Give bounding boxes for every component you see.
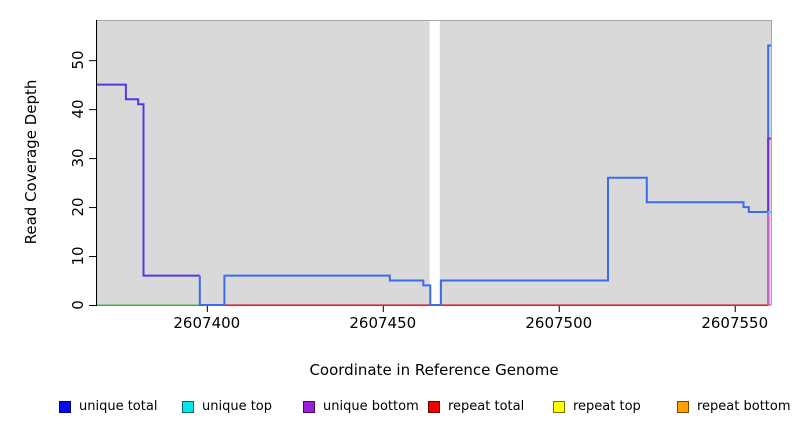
legend-item-repeat-total: repeat total — [428, 399, 524, 414]
legend-label: repeat bottom — [697, 399, 791, 414]
legend-label: unique bottom — [323, 399, 419, 414]
x-tick-label: 2607500 — [525, 314, 593, 332]
legend-item-repeat-bottom: repeat bottom — [677, 399, 791, 414]
x-tick-label: 2607400 — [173, 314, 241, 332]
legend-item-unique-bottom: unique bottom — [303, 399, 419, 414]
legend-swatch-icon — [553, 400, 565, 413]
x-tick-label: 2607450 — [349, 314, 417, 332]
legend-label: repeat top — [573, 399, 641, 414]
legend-swatch-icon — [59, 400, 71, 413]
legend-swatch-icon — [303, 400, 315, 413]
x-axis-label: Coordinate in Reference Genome — [309, 361, 559, 379]
legend-label: repeat total — [448, 399, 525, 414]
legend-item-unique-top: unique top — [182, 399, 272, 414]
legend-label: unique top — [202, 399, 273, 414]
legend-item-repeat-top: repeat top — [553, 399, 641, 414]
x-tick-label: 2607550 — [701, 314, 769, 332]
series-unique-total — [198, 44, 771, 306]
legend-swatch-icon — [677, 400, 689, 413]
legend-swatch-icon — [428, 400, 440, 413]
legend-label: unique total — [79, 399, 158, 414]
reference-gap-band — [429, 21, 440, 305]
series-unique-total-and-bottom-overlap-left — [97, 83, 200, 277]
legend-swatch-icon — [182, 400, 194, 413]
legend-item-unique-total: unique total — [59, 399, 157, 414]
